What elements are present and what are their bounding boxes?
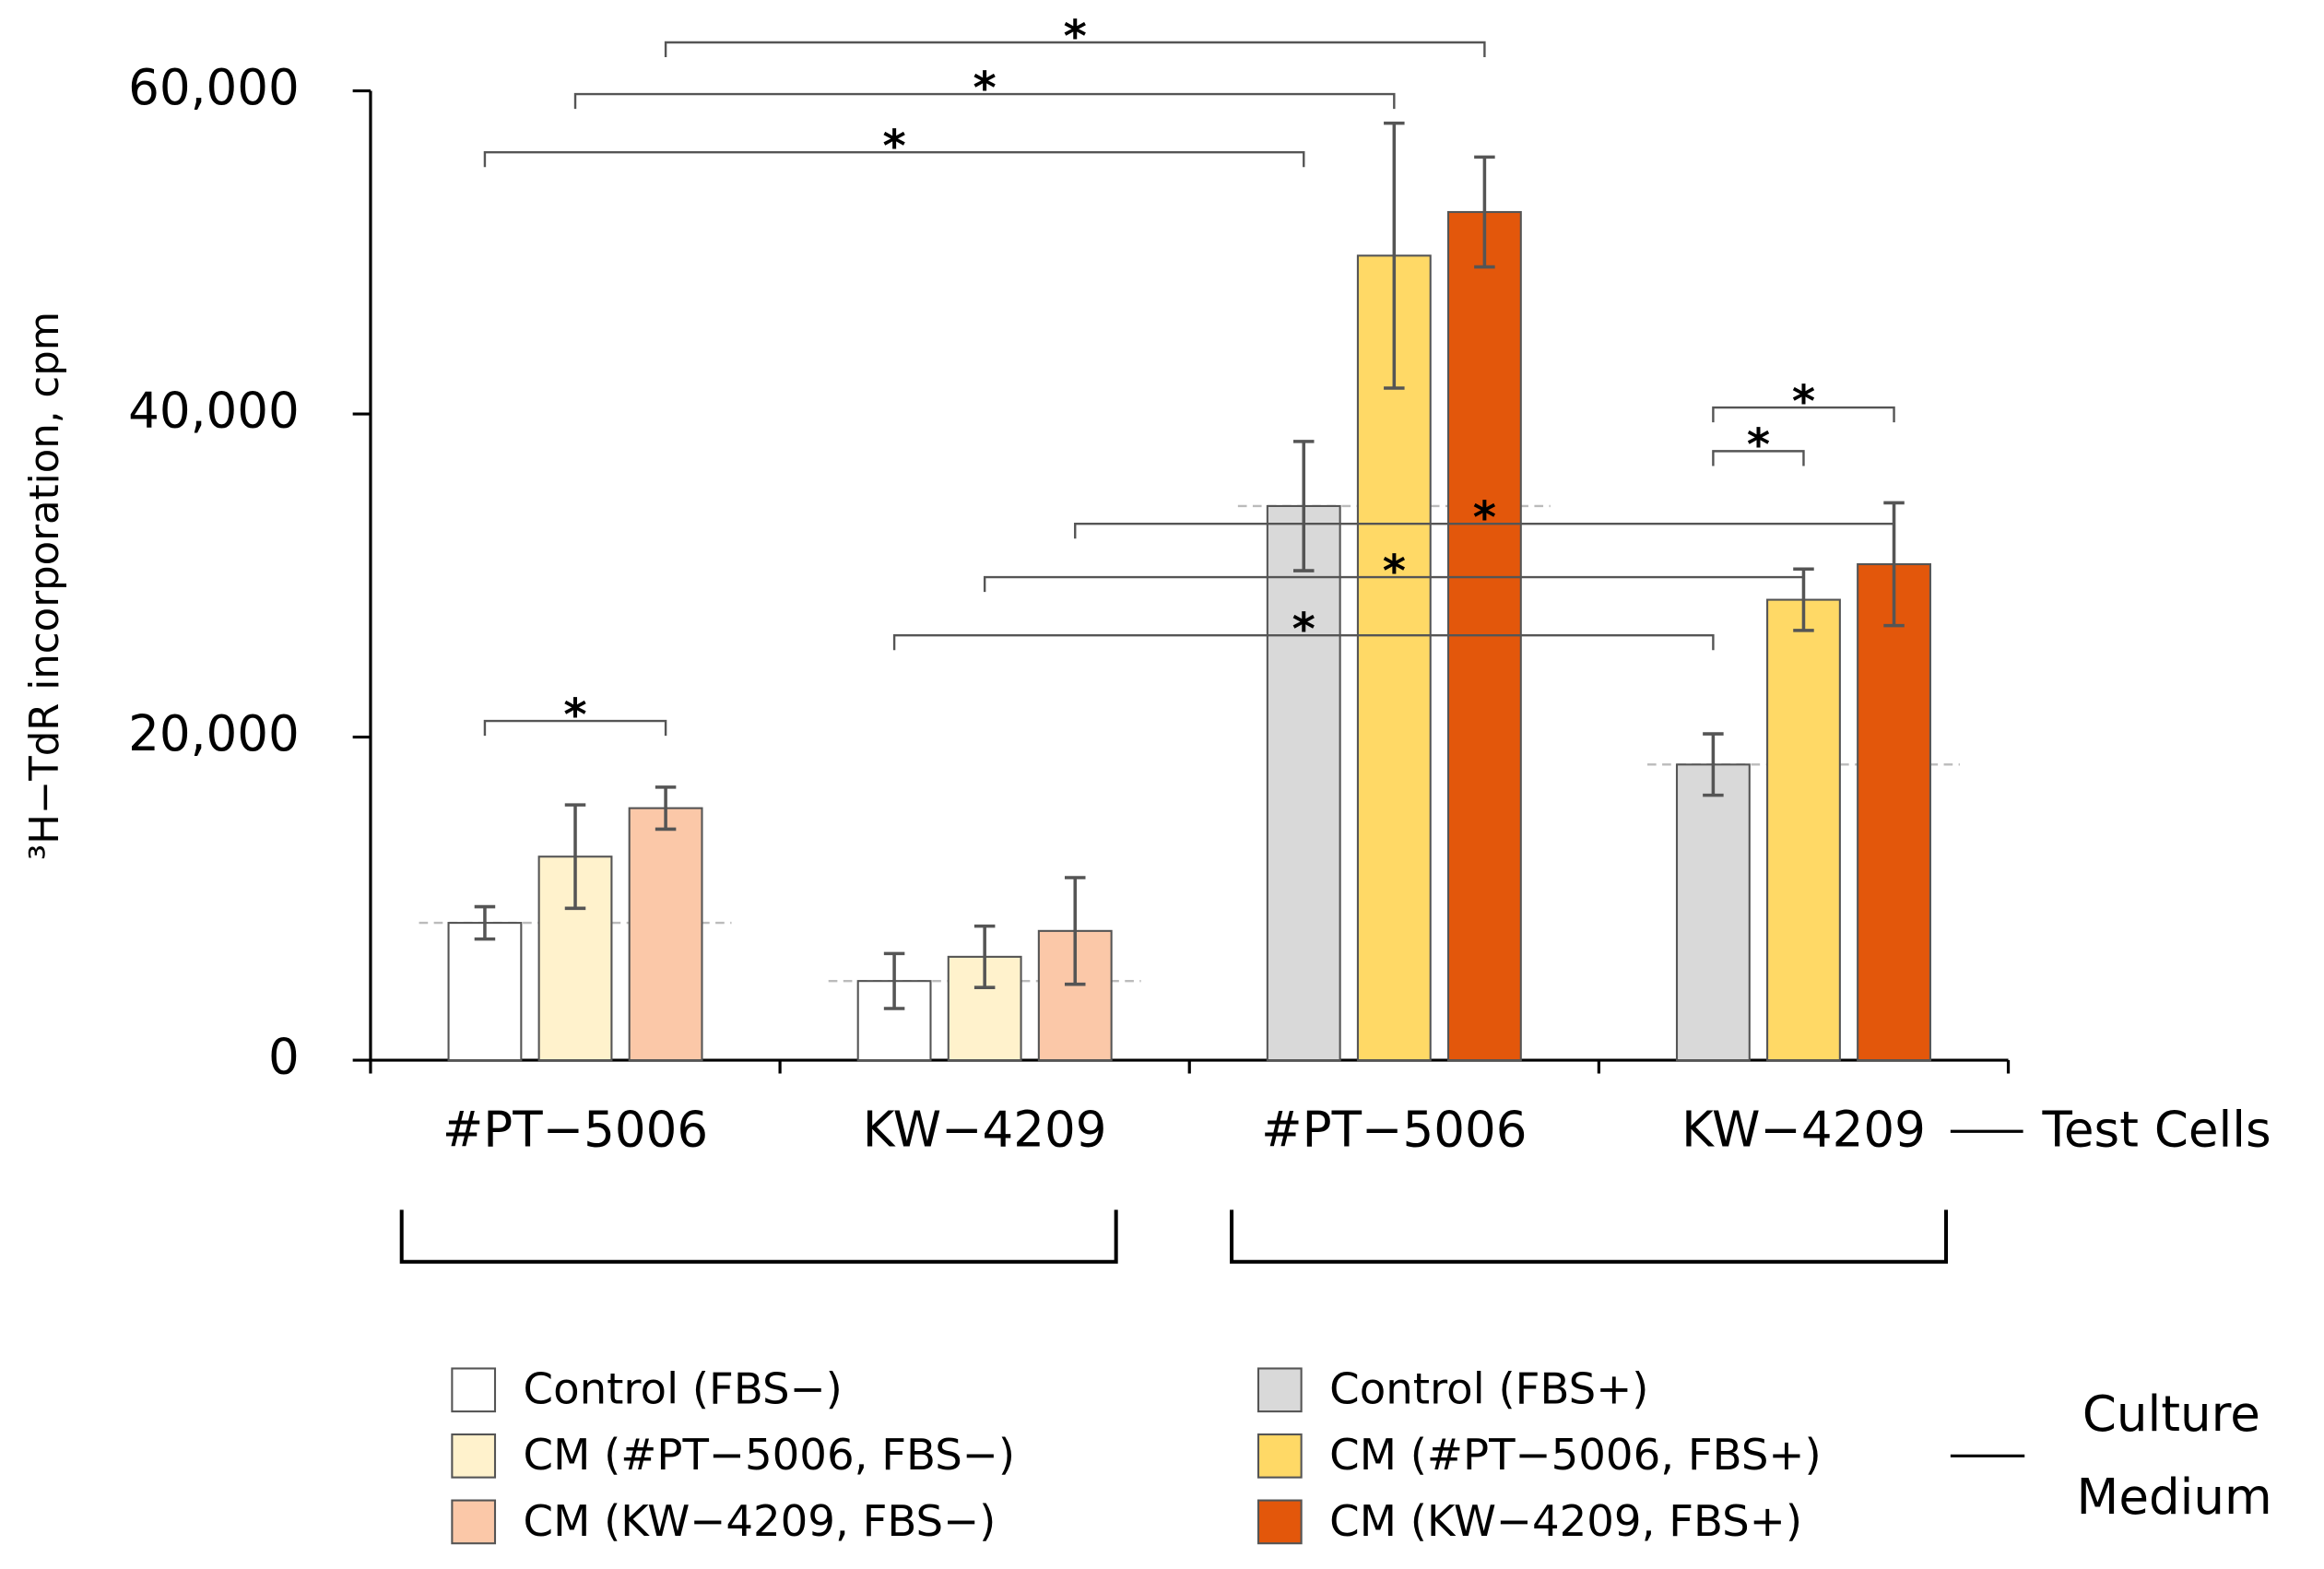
medium-bracket [399,1209,1118,1264]
significance-label: * [563,690,586,741]
bar [447,922,523,1062]
y-tick-label: 60,000 [128,59,300,116]
legend-swatch [451,1433,497,1479]
bar [947,955,1022,1062]
error-bar [1384,121,1405,390]
significance-label: * [1292,604,1315,655]
significance-bracket [1074,523,1895,539]
x-tick-label: #PT−5006 [1261,1101,1527,1158]
error-bar [564,803,586,911]
error-bar [1474,155,1495,269]
significance-bracket [573,92,1396,110]
legend-swatch [451,1499,497,1545]
culture-medium-label: Medium [2077,1469,2272,1526]
significance-label: * [973,63,997,114]
y-tick-label: 20,000 [128,705,300,762]
legend-label: CM (#PT−5006, FBS+) [1329,1430,1821,1480]
legend-swatch [1256,1433,1303,1479]
significance-bracket [983,575,1805,593]
legend-label: Control (FBS+) [1329,1364,1648,1414]
bar [1857,562,1931,1062]
bar [1766,598,1841,1062]
y-tick-label: 40,000 [128,383,300,440]
significance-bracket [1712,450,1805,466]
test-cells-label: Test Cells [2042,1101,2271,1158]
x-tick-label: KW−4209 [863,1101,1107,1158]
x-tick-label: KW−4209 [1681,1101,1926,1158]
error-bar [1064,876,1086,986]
legend-label: CM (KW−4209, FBS−) [524,1496,997,1546]
significance-bracket [483,150,1305,168]
significance-label: * [1383,546,1406,597]
significance-label: * [1064,11,1087,63]
x-tick-label: #PT−5006 [442,1101,708,1158]
significance-label: * [882,121,905,172]
bar [1675,763,1751,1062]
error-bar [474,904,496,941]
legend-swatch [1256,1499,1303,1545]
error-bar [655,785,677,832]
legend-swatch [1256,1367,1303,1413]
bar [628,807,703,1062]
y-axis-label: ³H−TdR incorporation, cpm [22,312,68,860]
error-bar [1703,732,1724,797]
bar [1266,504,1341,1062]
significance-bracket [664,41,1486,58]
legend-label: CM (#PT−5006, FBS−) [524,1430,1015,1480]
error-bar [973,924,996,989]
significance-label: * [1747,419,1770,471]
significance-label: * [1473,492,1496,544]
error-bar [883,951,905,1010]
significance-bracket [892,633,1715,651]
legend-swatch [451,1367,497,1413]
error-bar [1292,440,1315,572]
legend-label: Control (FBS−) [524,1364,843,1414]
medium-bracket [1230,1209,1949,1264]
culture-medium-label: Culture [2082,1386,2260,1443]
significance-label: * [1792,376,1815,428]
y-tick-label: 0 [268,1029,300,1086]
significance-bracket [483,719,667,737]
legend-label: CM (KW−4209, FBS+) [1329,1496,1802,1546]
significance-bracket [1712,406,1895,423]
